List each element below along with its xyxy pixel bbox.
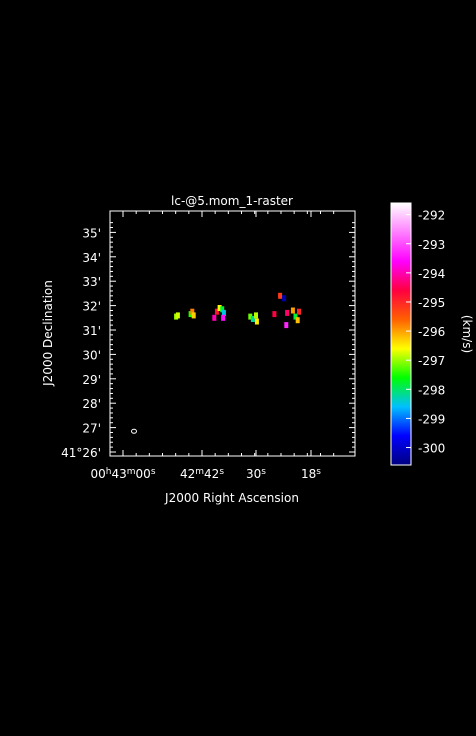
plot-frame <box>109 210 356 457</box>
y-tick-label: 35' <box>82 226 101 240</box>
emission-cell <box>214 308 219 315</box>
emission-cell <box>295 317 300 324</box>
emission-cell <box>191 312 196 319</box>
x-axis-label: J2000 Right Ascension <box>164 491 299 505</box>
x-tick-label: 18s <box>301 467 321 481</box>
colorbar-tick-label: -298 <box>418 383 445 397</box>
colorbar <box>391 203 411 465</box>
emission-cell <box>290 307 295 314</box>
y-tick-labels: 35' 34' 33' 32' 31' 30' 29' 28' 27' 41°26' <box>61 226 101 460</box>
emission-cell <box>254 318 259 325</box>
y-tick-label: 28' <box>82 397 101 411</box>
emission-layer <box>174 292 301 329</box>
emission-cell <box>284 322 289 329</box>
y-tick-label: 27' <box>82 422 101 436</box>
colorbar-tick-label: -294 <box>418 267 445 281</box>
colorbar-tick-label: -292 <box>418 209 445 223</box>
y-tick-label: 33' <box>82 275 101 289</box>
y-tick-label: 31' <box>82 324 101 338</box>
emission-cell <box>220 306 225 313</box>
colorbar-tick-label: -295 <box>418 296 445 310</box>
emission-cell <box>175 312 180 319</box>
colorbar-tick-label: -296 <box>418 325 445 339</box>
colorbar-tick-label: -297 <box>418 354 445 368</box>
x-tick-label: 42m42s <box>180 467 224 481</box>
colorbar-tick-label: -300 <box>418 442 445 456</box>
emission-cell <box>190 308 195 315</box>
emission-cell <box>285 309 290 316</box>
emission-cell <box>248 313 253 320</box>
y-tick-label: 34' <box>82 251 101 265</box>
y-axis-label: J2000 Declination <box>41 280 55 387</box>
emission-cell <box>293 313 298 320</box>
y-tick-label: 32' <box>82 300 101 314</box>
emission-cell <box>221 314 226 321</box>
beam-ellipse <box>131 428 137 434</box>
emission-cell <box>297 308 301 315</box>
x-tick-labels: 00h43m00s 42m42s 30s 18s <box>90 467 321 481</box>
colorbar-tick-label: -293 <box>418 238 445 252</box>
y-tick-label: 29' <box>82 373 101 387</box>
colorbar-frame <box>390 202 412 466</box>
x-tick-label: 00h43m00s <box>90 467 155 481</box>
emission-cell <box>278 292 283 299</box>
x-tick-label: 30s <box>246 467 266 481</box>
emission-cell <box>282 295 287 302</box>
colorbar-label: (km/s) <box>460 315 474 353</box>
y-tick-label: 30' <box>82 348 101 362</box>
chart-title: lc-@5.mom_1-raster <box>171 194 293 208</box>
emission-cell <box>217 305 222 311</box>
emission-cell <box>250 316 255 322</box>
colorbar-tick-label: -299 <box>418 412 445 426</box>
axis-ticks <box>110 211 355 456</box>
emission-cell <box>212 314 217 321</box>
emission-cell <box>272 311 277 318</box>
emission-cell <box>254 312 258 319</box>
colorbar-ticks: -292 -293 -294 -295 -296 -297 -298 -299 -300 <box>406 209 445 456</box>
y-tick-label: 41°26' <box>61 446 101 460</box>
emission-cell <box>221 309 226 316</box>
